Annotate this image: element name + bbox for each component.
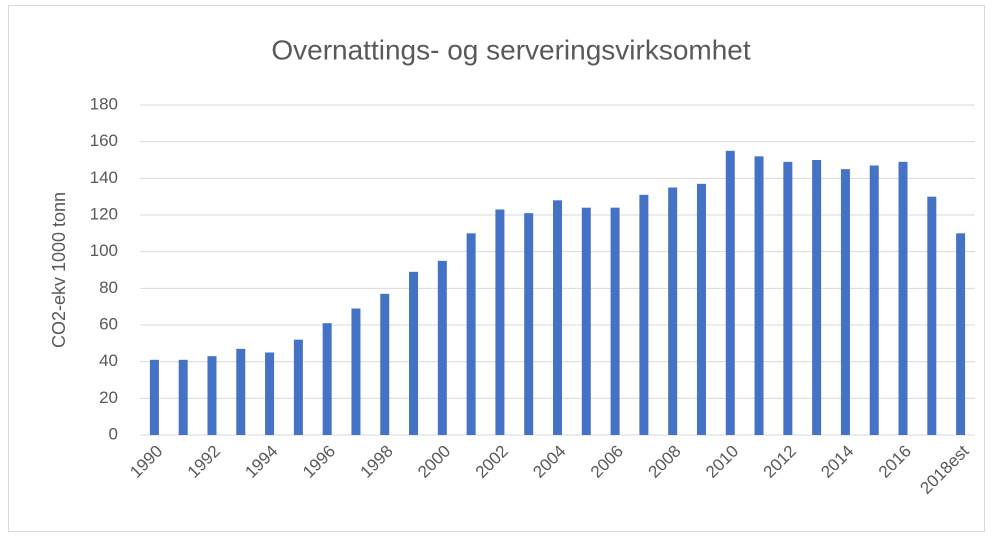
bar [293, 339, 303, 435]
bar [524, 213, 534, 435]
bar [783, 161, 793, 436]
bar [639, 194, 649, 435]
bar [927, 196, 937, 435]
bar [610, 207, 620, 435]
y-tick-label: 40 [99, 351, 118, 370]
y-tick-label: 120 [90, 204, 118, 223]
bar [495, 209, 505, 435]
bar [409, 271, 419, 435]
bar [149, 359, 159, 435]
bar [668, 187, 678, 435]
bar [322, 323, 332, 435]
y-axis-label: CO2-ekv 1000 tonn [49, 192, 69, 348]
y-tick-label: 20 [99, 388, 118, 407]
bar [437, 260, 447, 435]
bar [840, 169, 850, 435]
y-tick-label: 80 [99, 278, 118, 297]
bar [553, 200, 562, 435]
y-tick-label: 100 [90, 241, 118, 260]
bar [265, 352, 275, 435]
y-tick-label: 0 [109, 424, 118, 443]
chart-title: Overnattings- og serveringsvirksomhet [271, 34, 751, 65]
bar [956, 233, 966, 435]
bar [869, 165, 879, 435]
bar [178, 359, 188, 435]
bar [725, 150, 735, 436]
bar [696, 183, 706, 435]
y-tick-label: 140 [90, 168, 118, 187]
bar [581, 207, 591, 435]
bar [236, 348, 246, 435]
y-tick-label: 60 [99, 314, 118, 333]
y-tick-label: 160 [90, 131, 118, 150]
bar [812, 160, 822, 435]
bar [351, 308, 361, 435]
bar [207, 356, 217, 435]
y-tick-label: 180 [90, 94, 118, 113]
bar [380, 293, 390, 435]
bar [466, 233, 476, 435]
bar [898, 161, 908, 436]
bar [754, 156, 764, 436]
